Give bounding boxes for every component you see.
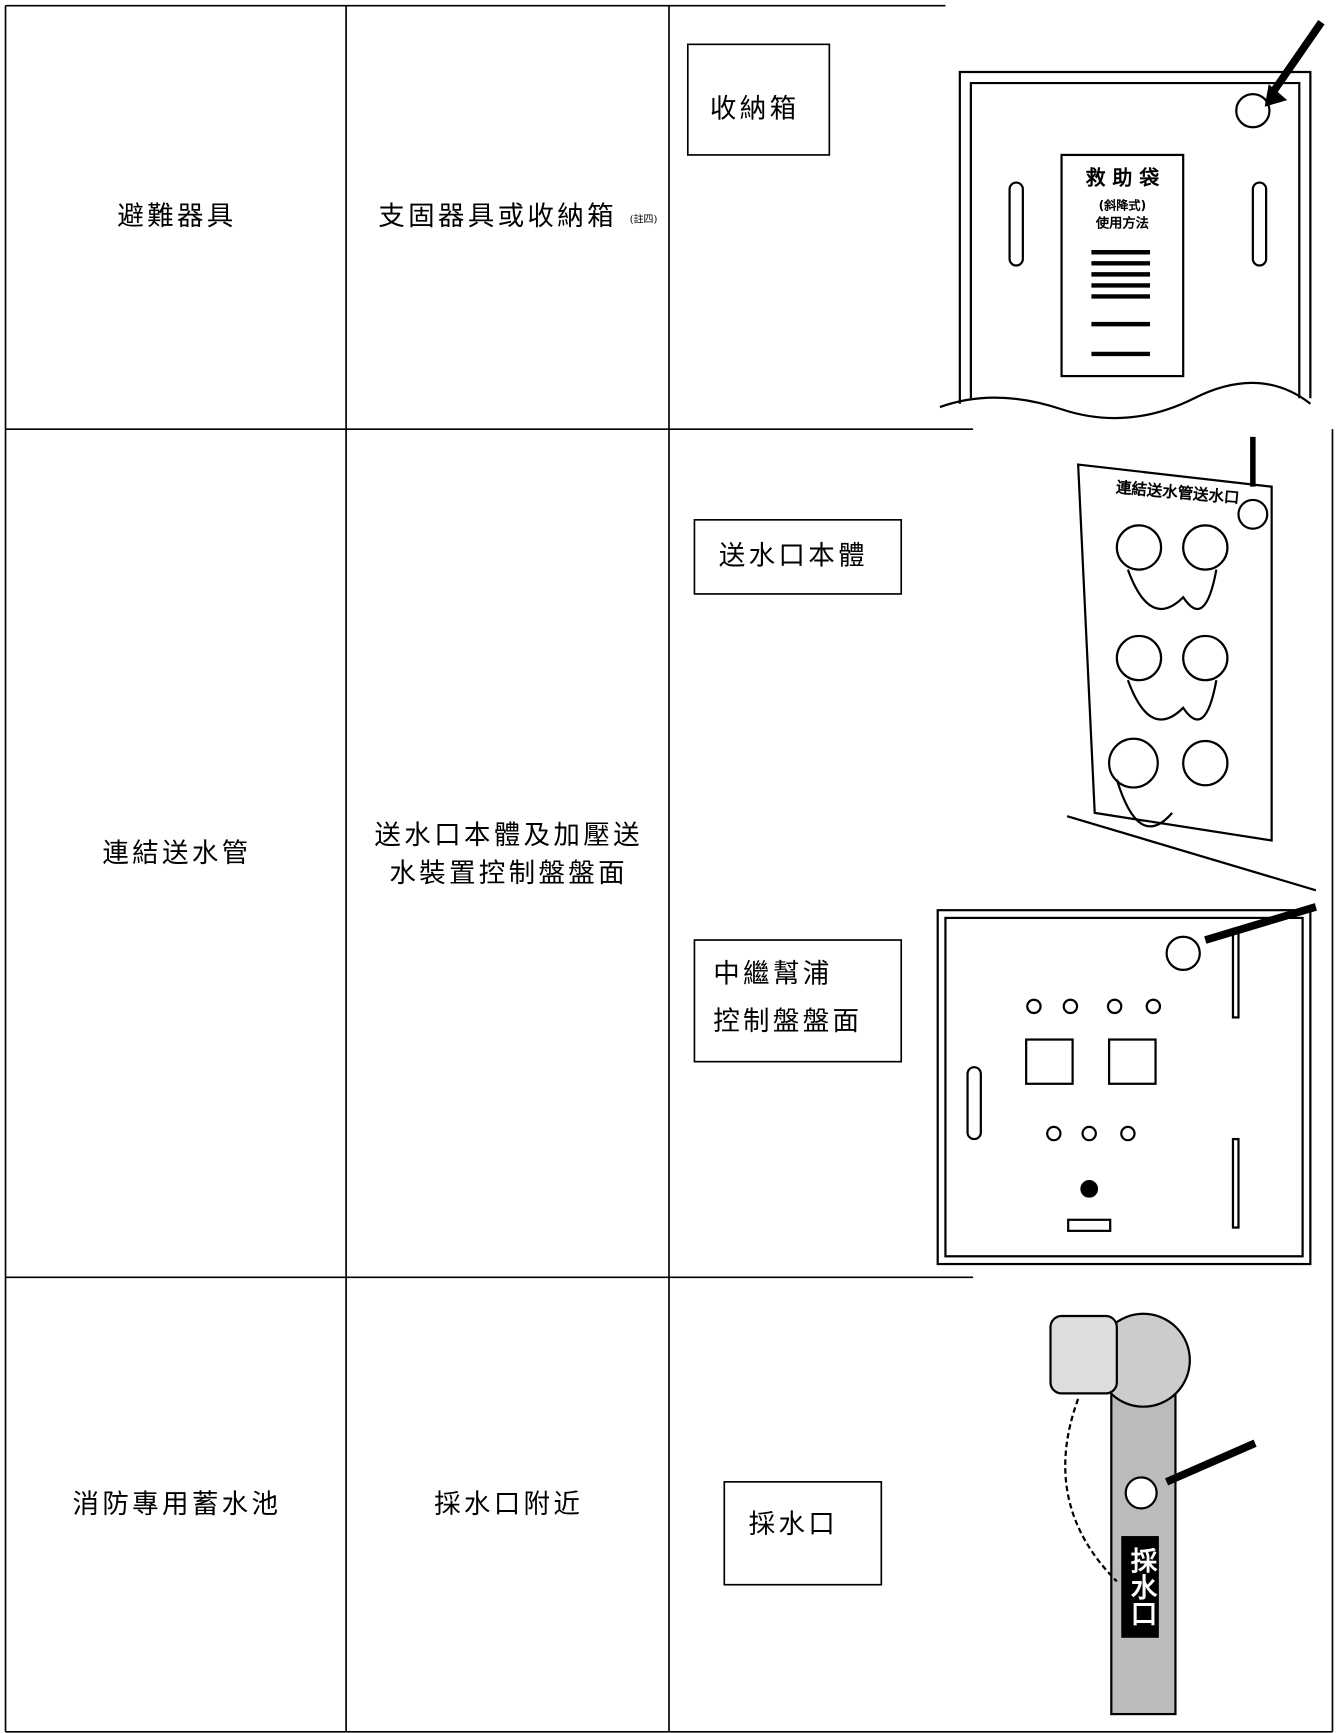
label-box xyxy=(686,43,831,156)
label: 控制盤盤面 xyxy=(713,1006,862,1037)
label: 中繼幫浦 xyxy=(713,958,832,989)
connection-illustration xyxy=(936,436,1317,1266)
label-box xyxy=(693,519,903,595)
rescue-bag-illustration xyxy=(939,20,1325,420)
equipment: 連結送水管 xyxy=(102,838,251,869)
label: 送水口本體 xyxy=(719,540,868,571)
location: 水裝置控制盤盤面 xyxy=(389,858,628,889)
label: 收納箱 xyxy=(710,94,800,125)
table-grid xyxy=(4,4,1334,1733)
note: (註四) xyxy=(630,214,658,226)
location: 支固器具或收納箱 xyxy=(378,201,617,232)
illustration-text: 救 助 袋 xyxy=(1086,166,1160,190)
location: 送水口本體及加壓送 xyxy=(374,820,643,851)
label-box xyxy=(693,939,903,1063)
illustration-text: 使用方法 xyxy=(1095,214,1149,231)
location: 採水口附近 xyxy=(434,1489,583,1520)
illustration-text: (斜降式) xyxy=(1099,197,1147,212)
label: 採水口 xyxy=(749,1509,839,1540)
equipment: 消防專用蓄水池 xyxy=(73,1489,282,1520)
intake-illustration xyxy=(1049,1312,1257,1716)
label-box xyxy=(723,1481,883,1586)
illustration-text: 採水口 xyxy=(1126,1547,1157,1627)
equipment: 避難器具 xyxy=(117,201,236,232)
